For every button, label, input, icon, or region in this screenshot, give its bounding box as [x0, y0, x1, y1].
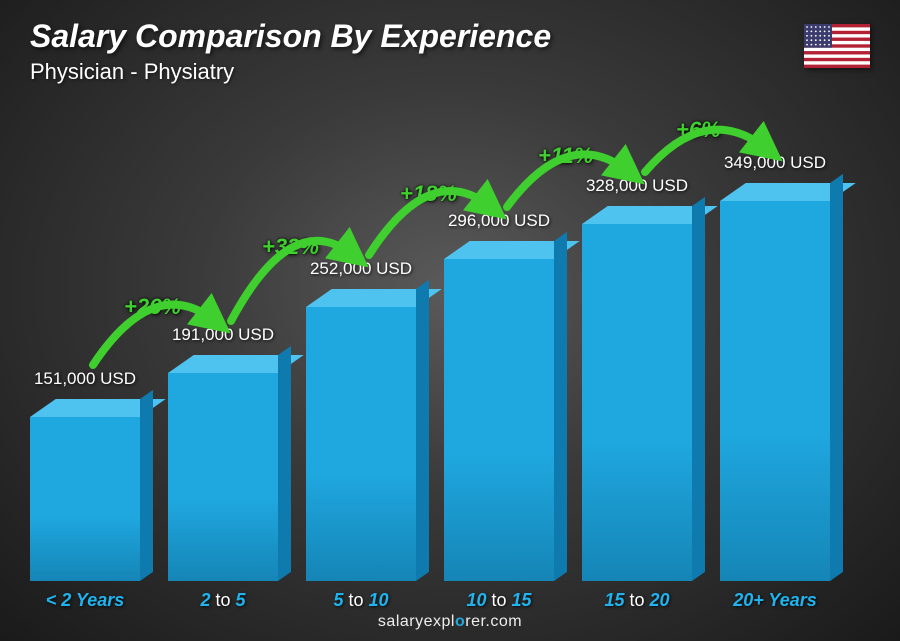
bar-slot: 252,000 USD5 to 10 — [306, 307, 416, 581]
bar: 252,000 USD — [306, 307, 416, 581]
growth-arc-label: +6% — [676, 117, 721, 143]
bar-x-label: < 2 Years — [46, 590, 125, 611]
chart-header: Salary Comparison By Experience Physicia… — [30, 18, 551, 85]
bar-value-label: 349,000 USD — [724, 153, 826, 173]
bar-slot: 191,000 USD2 to 5 — [168, 373, 278, 581]
growth-arc-label: +11% — [538, 143, 593, 169]
bar-value-label: 191,000 USD — [172, 325, 274, 345]
bar-slot: 296,000 USD10 to 15 — [444, 259, 554, 581]
footer-brand: salaryexplorer.com — [0, 613, 900, 631]
bar-x-label: 15 to 20 — [604, 590, 669, 611]
chart-subtitle: Physician - Physiatry — [30, 59, 551, 85]
bar-slot: 349,000 USD20+ Years — [720, 201, 830, 581]
growth-arc-label: +26% — [124, 294, 181, 320]
country-flag-icon — [804, 24, 870, 68]
chart-title: Salary Comparison By Experience — [30, 18, 551, 55]
bar: 328,000 USD — [582, 224, 692, 581]
bar-value-label: 296,000 USD — [448, 211, 550, 231]
growth-arc-label: +18% — [400, 181, 457, 207]
bar-slot: 328,000 USD15 to 20 — [582, 224, 692, 581]
bar-x-label: 10 to 15 — [466, 590, 531, 611]
bar-value-label: 252,000 USD — [310, 259, 412, 279]
bar-value-label: 328,000 USD — [586, 176, 688, 196]
bar: 296,000 USD — [444, 259, 554, 581]
bar: 151,000 USD — [30, 417, 140, 581]
growth-arc-label: +32% — [262, 234, 319, 260]
bar-slot: 151,000 USD< 2 Years — [30, 417, 140, 581]
bar-x-label: 2 to 5 — [200, 590, 245, 611]
bar-x-label: 5 to 10 — [333, 590, 388, 611]
bar-value-label: 151,000 USD — [34, 369, 136, 389]
bar: 349,000 USD — [720, 201, 830, 581]
bar-x-label: 20+ Years — [733, 590, 817, 611]
bar: 191,000 USD — [168, 373, 278, 581]
salary-bar-chart: 151,000 USD< 2 Years 191,000 USD2 to 5 252… — [30, 101, 850, 581]
